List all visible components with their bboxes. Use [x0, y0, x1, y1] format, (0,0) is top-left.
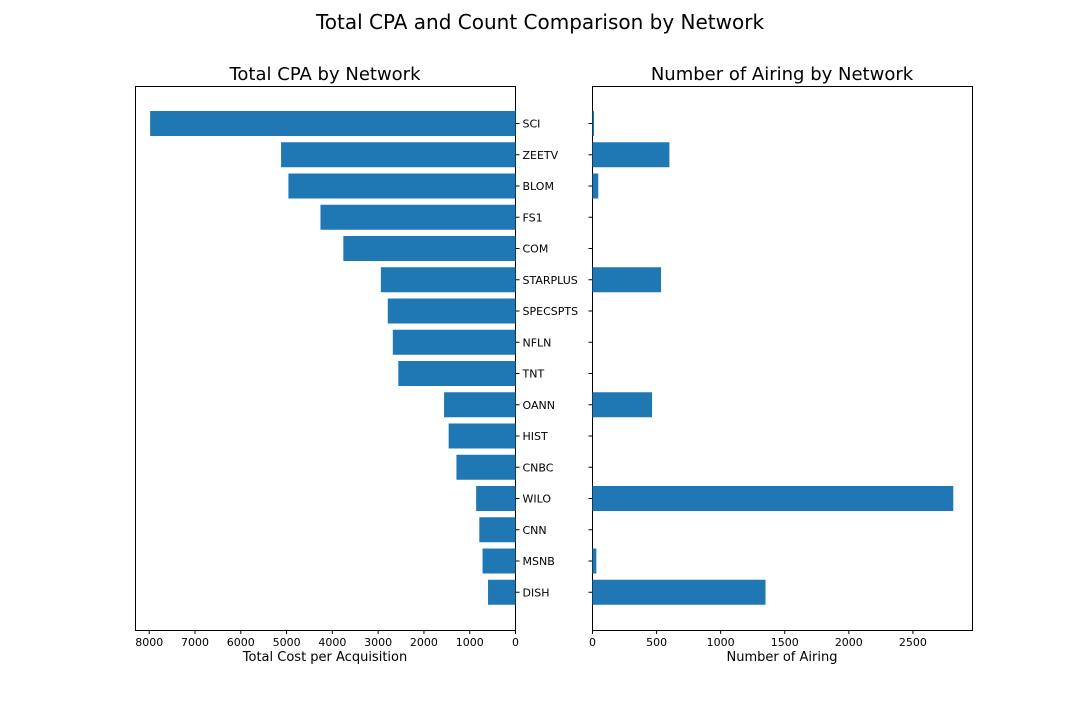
cpa-x-tick-label: 2000	[410, 636, 438, 649]
cpa-bar-fs1	[320, 204, 516, 230]
cpa-bar-sci	[150, 111, 516, 136]
airing-chart: Number of Airing by Network 0 500 1000 1500…	[588, 64, 973, 665]
airing-x-tick-label: 500	[646, 636, 667, 649]
cpa-y-ticks: SCI ZEETV BLOM FS1 COM STARPLUS SPECSPTS NFLN TN…	[515, 118, 579, 599]
cpa-y-tick-label: CNN	[523, 524, 547, 537]
cpa-y-tick-label: FS1	[523, 211, 543, 224]
cpa-bar-hist	[448, 423, 516, 449]
cpa-bars	[150, 111, 516, 605]
cpa-y-tick-label: COM	[523, 243, 549, 256]
cpa-x-tick-label: 0	[512, 636, 519, 649]
cpa-bar-blom	[288, 173, 516, 199]
cpa-x-tick-label: 3000	[364, 636, 392, 649]
cpa-y-tick-label: OANN	[523, 399, 555, 412]
airing-bar-wilo	[592, 486, 954, 511]
airing-x-axis-label: Number of Airing	[727, 650, 838, 665]
cpa-x-tick-label: 7000	[181, 636, 209, 649]
cpa-bar-dish	[488, 579, 516, 605]
cpa-bar-specspts	[387, 298, 516, 324]
airing-chart-title: Number of Airing by Network	[651, 64, 914, 85]
cpa-y-tick-label: SPECSPTS	[523, 305, 579, 318]
cpa-bar-tnt	[398, 361, 516, 386]
airing-bar-msnb	[592, 548, 597, 574]
airing-bar-oann	[592, 392, 653, 418]
cpa-y-tick-label: DISH	[523, 586, 550, 599]
cpa-y-tick-label: BLOM	[523, 180, 554, 193]
airing-x-tick-label: 2000	[835, 636, 863, 649]
cpa-bar-cnn	[479, 517, 516, 543]
airing-bar-blom	[592, 173, 599, 199]
cpa-bar-cnbc	[456, 454, 516, 480]
airing-x-tick-label: 1500	[771, 636, 799, 649]
airing-bar-sci	[592, 111, 595, 136]
airing-bar-zeetv	[592, 142, 670, 168]
cpa-y-tick-label: MSNB	[523, 555, 555, 568]
airing-x-tick-label: 2500	[899, 636, 927, 649]
cpa-bar-msnb	[482, 548, 516, 574]
airing-chart-frame	[592, 86, 973, 631]
cpa-y-tick-label: HIST	[523, 430, 548, 443]
cpa-x-ticks: 0 1000 2000 3000 4000 5000 6000 7000 8000	[135, 630, 519, 649]
cpa-y-tick-label: CNBC	[523, 461, 554, 474]
cpa-x-axis-label: Total Cost per Acquisition	[242, 650, 407, 665]
cpa-bar-starplus	[380, 267, 516, 293]
airing-x-tick-label: 0	[589, 636, 596, 649]
cpa-y-tick-label: WILO	[523, 493, 552, 506]
cpa-y-tick-label: ZEETV	[523, 149, 559, 162]
airing-x-tick-label: 1000	[707, 636, 735, 649]
cpa-y-tick-label: SCI	[523, 118, 541, 131]
cpa-bar-oann	[444, 392, 516, 418]
airing-bar-starplus	[592, 267, 662, 293]
cpa-bar-nfln	[392, 329, 516, 355]
airing-bar-dish	[592, 579, 766, 605]
cpa-chart-frame	[135, 86, 516, 631]
cpa-y-tick-label: TNT	[522, 368, 545, 381]
cpa-x-tick-label: 6000	[227, 636, 255, 649]
airing-x-ticks: 0 500 1000 1500 2000 2500	[589, 630, 927, 649]
cpa-y-tick-label: NFLN	[523, 336, 552, 349]
cpa-chart-title: Total CPA by Network	[228, 64, 421, 85]
cpa-x-tick-label: 5000	[273, 636, 301, 649]
cpa-x-tick-label: 8000	[135, 636, 163, 649]
cpa-bar-com	[343, 236, 516, 261]
cpa-x-tick-label: 4000	[318, 636, 346, 649]
airing-bars	[592, 111, 954, 605]
cpa-bar-wilo	[476, 486, 516, 511]
airing-y-ticks	[588, 123, 593, 593]
cpa-chart: Total CPA by Network 0 1000 2000 3000 4000 50…	[135, 64, 578, 665]
cpa-bar-zeetv	[281, 142, 516, 168]
cpa-y-tick-label: STARPLUS	[523, 274, 578, 287]
cpa-x-tick-label: 1000	[456, 636, 484, 649]
figure-title: Total CPA and Count Comparison by Networ…	[315, 10, 765, 34]
